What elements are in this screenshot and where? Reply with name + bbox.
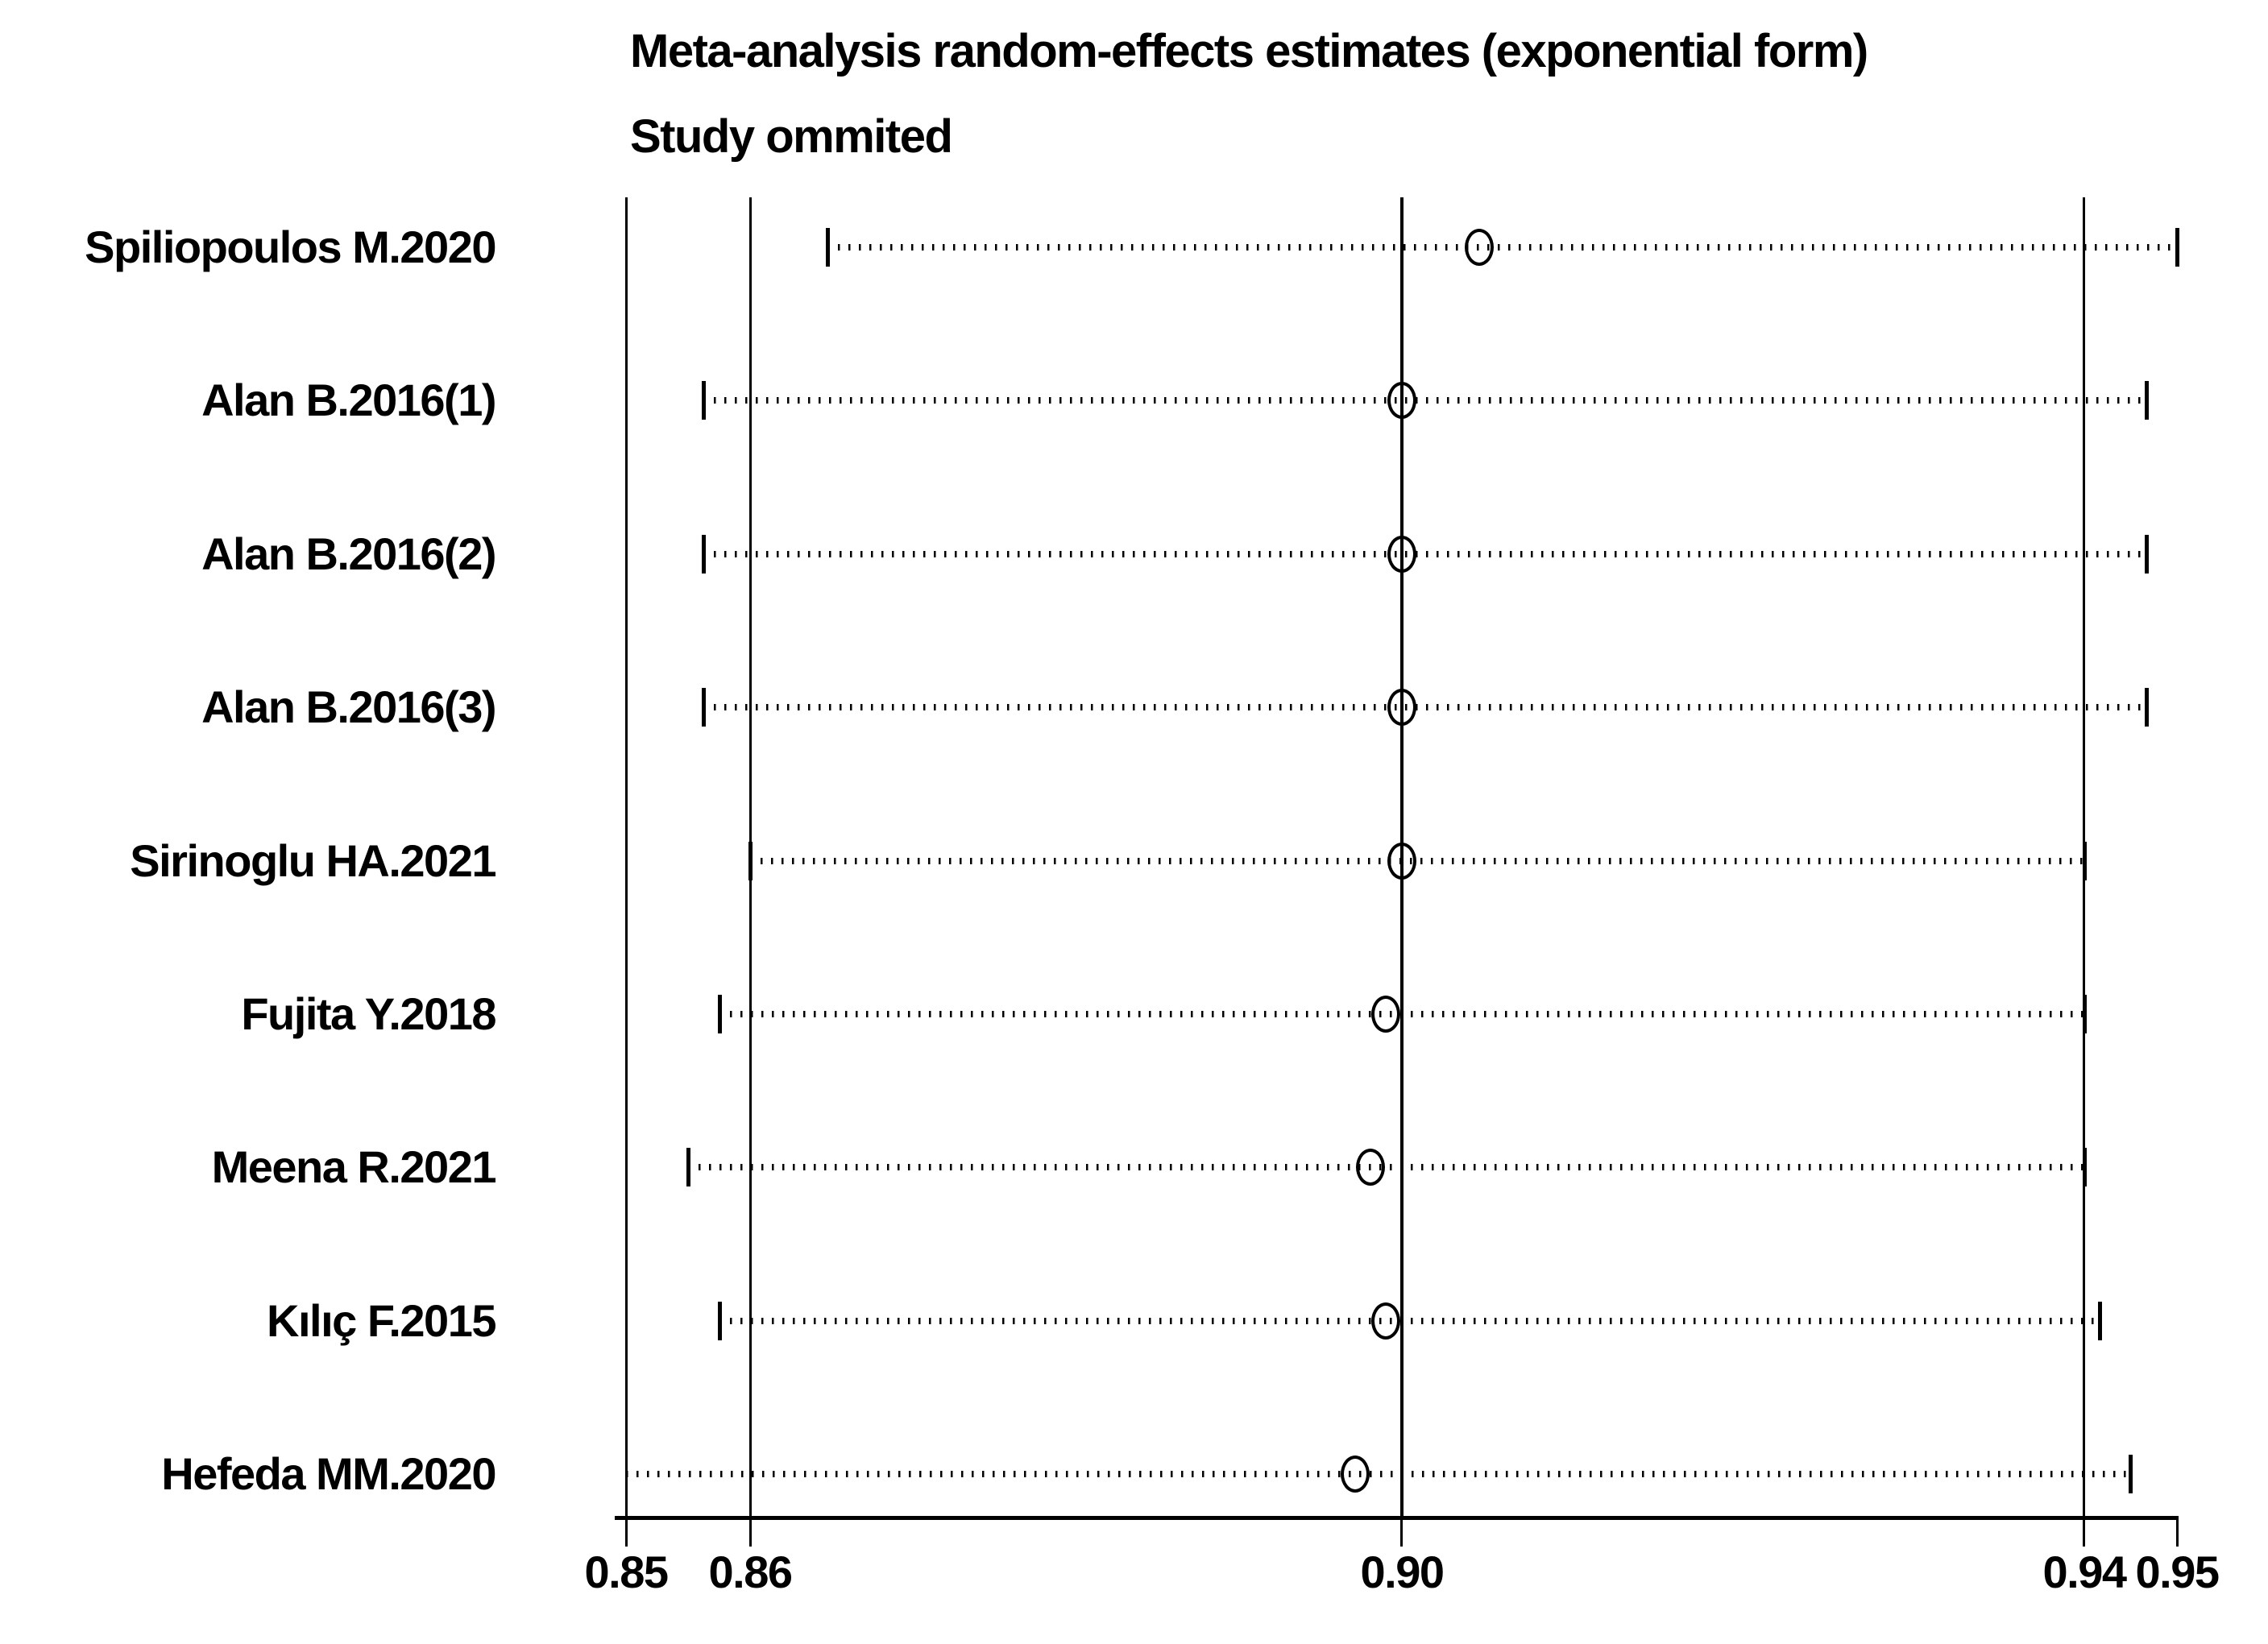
axis-tick-label: 0.94 [2042, 1547, 2128, 1597]
axis-tick-label: 0.86 [708, 1547, 794, 1597]
estimate-marker [1387, 843, 1416, 880]
ci-upper-cap [2129, 1455, 2133, 1493]
axis-tick-label: 0.90 [1360, 1547, 1445, 1597]
ci-upper-cap [2083, 842, 2087, 880]
ci-lower-cap [702, 688, 706, 727]
axis-tick [2083, 1516, 2085, 1547]
axis-tick [749, 1516, 752, 1547]
x-axis-line [615, 1516, 2179, 1520]
ci-upper-cap [2083, 995, 2087, 1033]
chart-title-line1: Meta-analysis random-effects estimates (… [630, 25, 1868, 77]
ci-upper-cap [2145, 535, 2149, 574]
study-label: Meena R.2021 [211, 1141, 497, 1192]
ci-line [827, 244, 2177, 251]
estimate-marker [1371, 996, 1400, 1033]
ci-lower-cap [748, 842, 753, 880]
ci-line [719, 1318, 2100, 1324]
ci-line [750, 858, 2084, 864]
axis-tick-label: 0.95 [2135, 1547, 2220, 1597]
ci-lower-cap [826, 228, 830, 267]
estimate-marker [1387, 536, 1416, 573]
study-label: Kılıç F.2015 [267, 1295, 496, 1346]
ci-lower-cap [718, 1302, 722, 1340]
study-label: Sirinoglu HA.2021 [130, 835, 496, 886]
estimate-marker [1387, 382, 1416, 419]
chart-subtitle: Study ommited [630, 110, 953, 163]
estimate-marker [1341, 1456, 1370, 1493]
ci-line [719, 1011, 2084, 1017]
axis-tick [625, 1516, 628, 1547]
axis-tick [1400, 1516, 1403, 1547]
ci-upper-cap [2098, 1302, 2102, 1340]
study-label: Alan B.2016(3) [201, 681, 496, 732]
estimate-marker [1356, 1149, 1385, 1186]
ci-line [688, 1164, 2084, 1170]
ci-line [703, 704, 2146, 710]
ci-lower-cap [718, 995, 722, 1033]
study-label: Alan B.2016(1) [201, 375, 496, 425]
ci-lower-cap [702, 535, 706, 574]
study-label: Spiliopoulos M.2020 [85, 222, 496, 272]
study-label: Alan B.2016(2) [201, 528, 496, 579]
ci-upper-cap [2175, 228, 2179, 267]
ci-upper-cap [2083, 1148, 2087, 1186]
ci-line [626, 1471, 2130, 1477]
study-label: Fujita Y.2018 [241, 988, 496, 1039]
ci-lower-cap [702, 381, 706, 420]
ci-upper-cap [2145, 688, 2149, 727]
plot-left-frame-line [625, 197, 628, 1547]
estimate-marker [1465, 229, 1494, 266]
estimate-marker [1387, 689, 1416, 726]
axis-tick [2176, 1516, 2179, 1547]
axis-tick-label: 0.85 [584, 1547, 670, 1597]
ci-upper-cap [2145, 381, 2149, 420]
chart-title: Meta-analysis random-effects estimates (… [630, 27, 1868, 161]
ci-lower-cap [686, 1148, 690, 1186]
ci-line [703, 551, 2146, 557]
study-label: Hefeda MM.2020 [161, 1448, 496, 1499]
estimate-marker [1371, 1302, 1400, 1340]
ci-line [703, 397, 2146, 404]
